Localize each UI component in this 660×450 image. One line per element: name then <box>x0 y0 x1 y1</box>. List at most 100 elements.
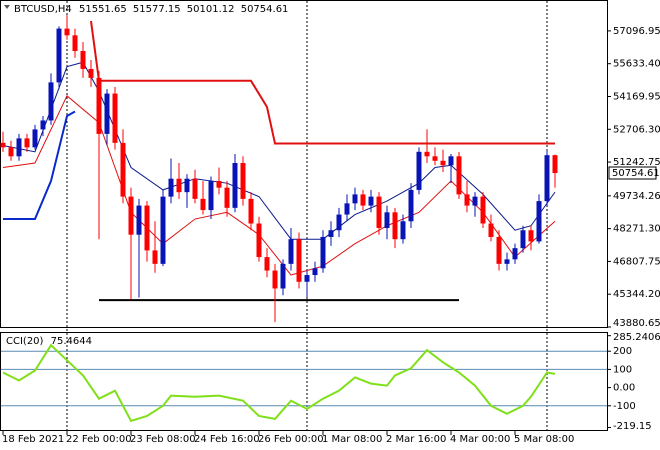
cci-title: CCI(20) <box>6 336 44 347</box>
cci-panel <box>0 332 608 431</box>
y-tick-label: 51242.75 <box>613 157 660 168</box>
y-tick-label: 200 <box>613 346 632 357</box>
y-tick-label: -219.15 <box>613 421 652 432</box>
candle-body <box>328 230 334 237</box>
candle-body <box>392 212 398 240</box>
x-tick-label: 26 Feb 00:00 <box>258 434 324 445</box>
close: 50754.61 <box>241 4 289 15</box>
candle-body <box>480 196 486 224</box>
x-tick-label: 4 Mar 00:00 <box>450 434 510 445</box>
candle-body <box>80 51 86 69</box>
candle-body <box>352 194 358 204</box>
x-tick-label: 5 Mar 08:00 <box>514 434 574 445</box>
x-tick-label: 22 Feb 00:00 <box>66 434 132 445</box>
candle-body <box>400 221 406 240</box>
low: 50101.12 <box>187 4 235 15</box>
candle-body <box>552 155 558 173</box>
cci-line <box>2 343 556 423</box>
candle-body <box>280 263 286 289</box>
candle-body <box>8 147 14 157</box>
candle-body <box>528 230 534 242</box>
cci-value: 75.4644 <box>51 336 92 347</box>
candle-body <box>120 142 126 197</box>
candle-body <box>544 155 550 202</box>
candle-body <box>456 156 462 195</box>
candle-body <box>464 194 470 206</box>
candle-body <box>384 212 390 228</box>
y-tick-label: 43880.65 <box>613 318 660 329</box>
candle-body <box>160 196 166 264</box>
candle-body <box>24 138 30 148</box>
y-tick-label: 48271.30 <box>613 224 660 235</box>
candle-body <box>112 93 118 143</box>
main-panel <box>0 0 608 328</box>
candle-body <box>336 214 342 231</box>
y-tick-label: 54169.95 <box>613 91 660 102</box>
x-tick-label: 24 Feb 16:00 <box>194 434 260 445</box>
candle-body <box>88 68 94 78</box>
candle-body <box>216 180 222 188</box>
candle-body <box>368 196 374 206</box>
x-tick-label: 23 Feb 08:00 <box>130 434 196 445</box>
y-tick-label: 55633.40 <box>613 59 660 70</box>
candle-body <box>416 151 422 190</box>
y-tick-label: 0.00 <box>613 383 635 394</box>
candle-body <box>320 236 326 269</box>
candle-body <box>408 189 414 222</box>
overlay-line <box>2 61 556 240</box>
candle-body <box>248 198 254 224</box>
candle-body <box>232 163 238 208</box>
candle-body <box>56 28 62 83</box>
symbol: BTCUSD,H4 <box>14 4 72 15</box>
candle-body <box>152 250 158 264</box>
candle-body <box>472 196 478 206</box>
y-tick-label: 57096.95 <box>613 26 660 37</box>
candle-body <box>512 248 518 260</box>
candle-body <box>440 160 446 166</box>
candle-body <box>48 82 54 121</box>
candle-body <box>200 198 206 211</box>
candle-body <box>376 196 382 228</box>
candle-body <box>128 196 134 235</box>
candle-body <box>168 178 174 197</box>
candle-body <box>184 178 190 193</box>
overlay-line <box>2 95 556 276</box>
y-tick-label: 52706.30 <box>613 124 660 135</box>
candle-body <box>424 151 430 157</box>
overlay-line <box>90 20 555 145</box>
candle-body <box>536 201 542 242</box>
symbol-icon <box>4 5 10 9</box>
candle-body <box>64 28 70 36</box>
candle-body <box>296 239 302 282</box>
y-tick-label: 49734.26 <box>613 191 660 202</box>
candle-body <box>104 93 110 134</box>
candle-body <box>240 163 246 199</box>
x-tick-label: 18 Feb 2021 <box>2 434 64 445</box>
high: 51577.15 <box>133 4 181 15</box>
header: BTCUSD,H4 51551.65 51577.15 50101.12 507… <box>14 4 288 15</box>
candle-body <box>520 230 526 249</box>
y-tick-label: -100 <box>613 401 636 412</box>
candle-body <box>272 270 278 289</box>
x-tick-label: 1 Mar 08:00 <box>322 434 382 445</box>
candle-body <box>256 223 262 258</box>
candle-body <box>360 194 366 206</box>
open: 51551.65 <box>79 4 127 15</box>
candle-body <box>136 205 142 235</box>
y-tick-label: 100 <box>613 364 632 375</box>
candle-body <box>288 239 294 264</box>
candle-body <box>304 275 310 282</box>
y-tick-label: 285.2406 <box>613 332 660 343</box>
candle-body <box>144 205 150 251</box>
y-tick-label: 46807.75 <box>613 256 660 267</box>
candle-body <box>176 178 182 193</box>
candle-body <box>264 257 270 271</box>
price-box <box>608 166 657 180</box>
candle-body <box>504 259 510 264</box>
candle-body <box>40 120 46 130</box>
candle-body <box>72 35 78 52</box>
candle-body <box>32 129 38 148</box>
candle-body <box>432 156 438 161</box>
candle-body <box>96 77 102 134</box>
